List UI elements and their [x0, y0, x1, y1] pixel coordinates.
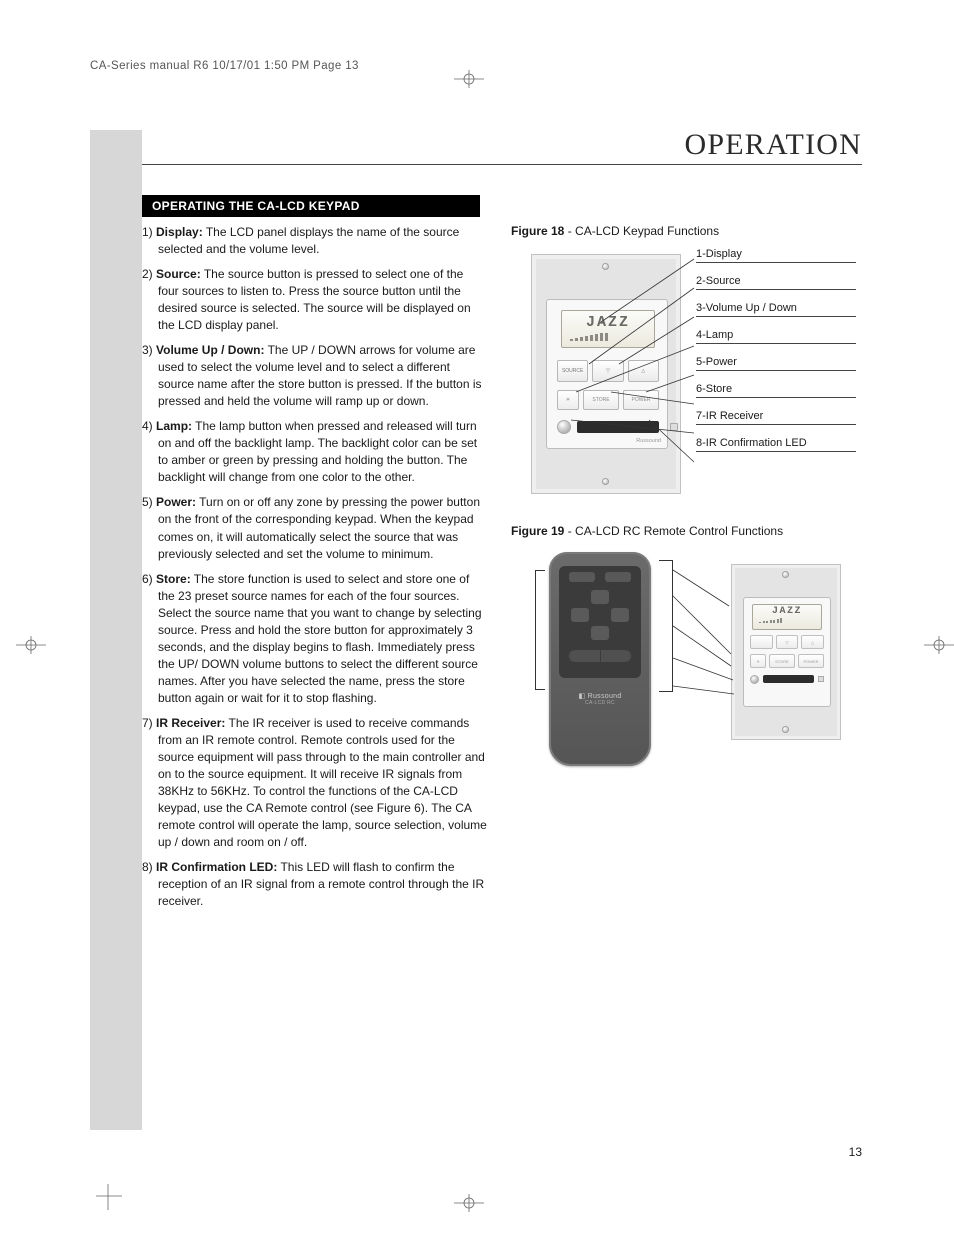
bracket-right	[659, 560, 673, 692]
figure19-diagram: ◧ Russound CA-LCD RC JAZZ	[531, 546, 851, 786]
keypad-plate: JAZZ SOURCE ▽ △	[531, 254, 681, 494]
screw-icon	[602, 263, 609, 270]
instructions-column: 1) Display: The LCD panel displays the n…	[142, 224, 487, 918]
bracket-left	[535, 570, 545, 690]
ir-window-icon	[577, 421, 659, 433]
callout-label: 8-IR Confirmation LED	[696, 437, 856, 452]
figure19-caption: Figure 19 - CA-LCD RC Remote Control Fun…	[511, 524, 861, 538]
instruction-item: 4) Lamp: The lamp button when pressed an…	[142, 418, 487, 486]
registration-mark-icon	[454, 70, 484, 88]
screw-icon	[782, 571, 789, 578]
remote-right-button	[611, 608, 629, 622]
page-number: 13	[849, 1145, 862, 1159]
instruction-item: 7) IR Receiver: The IR receiver is used …	[142, 715, 487, 851]
registration-mark-icon	[924, 636, 954, 654]
keypad-row-2: ☀ STORE POWER	[557, 390, 659, 410]
remote-brand-text: ◧ Russound CA-LCD RC	[549, 692, 651, 706]
callout-label: 1-Display	[696, 248, 856, 263]
body-columns: 1) Display: The LCD panel displays the n…	[142, 224, 862, 918]
keypad-row-1: SOURCE ▽ △	[557, 360, 659, 382]
ir-receiver-icon	[557, 420, 571, 434]
mini-keypad-body: JAZZ ▽△ ☀STOREPOWER	[743, 597, 831, 707]
lcd-text: JAZZ	[562, 314, 654, 331]
keypad-brand-text: Russound	[636, 438, 661, 444]
figure18-caption: Figure 18 - CA-LCD Keypad Functions	[511, 224, 861, 238]
callout-label: 5-Power	[696, 356, 856, 371]
callout-label: 7-IR Receiver	[696, 410, 856, 425]
remote-volume-rocker	[569, 650, 631, 662]
figure18-diagram: JAZZ SOURCE ▽ △	[531, 244, 851, 506]
instruction-item: 1) Display: The LCD panel displays the n…	[142, 224, 487, 258]
remote-control: ◧ Russound CA-LCD RC	[549, 552, 651, 766]
remote-button	[605, 572, 631, 582]
figures-column: Figure 18 - CA-LCD Keypad Functions JAZZ	[511, 224, 861, 918]
remote-up-button	[591, 590, 609, 604]
power-button: POWER	[623, 390, 659, 410]
mini-ir-row	[750, 673, 824, 685]
volume-down-button: ▽	[592, 360, 623, 382]
remote-dpad	[575, 590, 625, 640]
remote-left-button	[571, 608, 589, 622]
keypad-body: JAZZ SOURCE ▽ △	[546, 299, 668, 449]
figure19-keypad: JAZZ ▽△ ☀STOREPOWER	[731, 564, 841, 740]
volume-up-button: △	[628, 360, 659, 382]
ir-led-icon	[670, 423, 678, 431]
section-heading: OPERATING THE CA-LCD KEYPAD	[142, 195, 480, 217]
print-header-line: CA-Series manual R6 10/17/01 1:50 PM Pag…	[90, 60, 359, 72]
instruction-item: 8) IR Confirmation LED: This LED will fl…	[142, 859, 487, 910]
figure19-block: Figure 19 - CA-LCD RC Remote Control Fun…	[511, 524, 861, 786]
instruction-item: 5) Power: Turn on or off any zone by pre…	[142, 494, 487, 562]
instruction-item: 3) Volume Up / Down: The UP / DOWN arrow…	[142, 342, 487, 410]
volume-bars	[570, 333, 646, 341]
callout-label: 4-Lamp	[696, 329, 856, 344]
registration-mark-icon	[16, 636, 46, 654]
screw-icon	[602, 478, 609, 485]
remote-button-panel	[559, 566, 641, 678]
instruction-item: 6) Store: The store function is used to …	[142, 571, 487, 707]
figure18-callouts: 1-Display 2-Source 3-Volume Up / Down 4-Lam…	[696, 248, 856, 464]
store-button: STORE	[583, 390, 619, 410]
mini-lcd: JAZZ	[752, 604, 822, 630]
mini-row2: ☀STOREPOWER	[750, 654, 824, 668]
mini-row1: ▽△	[750, 635, 824, 649]
remote-button	[569, 572, 595, 582]
registration-mark-icon	[454, 1194, 484, 1212]
lamp-button: ☀	[557, 390, 579, 410]
remote-down-button	[591, 626, 609, 640]
manual-page: CA-Series manual R6 10/17/01 1:50 PM Pag…	[0, 0, 954, 1235]
lcd-display: JAZZ	[561, 310, 655, 348]
callout-label: 3-Volume Up / Down	[696, 302, 856, 317]
page-title: OPERATION	[142, 128, 862, 165]
margin-gray-bar	[90, 130, 142, 1130]
source-button: SOURCE	[557, 360, 588, 382]
screw-icon	[782, 726, 789, 733]
registration-mark-icon	[96, 1184, 122, 1210]
instruction-item: 2) Source: The source button is pressed …	[142, 266, 487, 334]
callout-label: 6-Store	[696, 383, 856, 398]
ir-row	[557, 418, 659, 436]
callout-label: 2-Source	[696, 275, 856, 290]
